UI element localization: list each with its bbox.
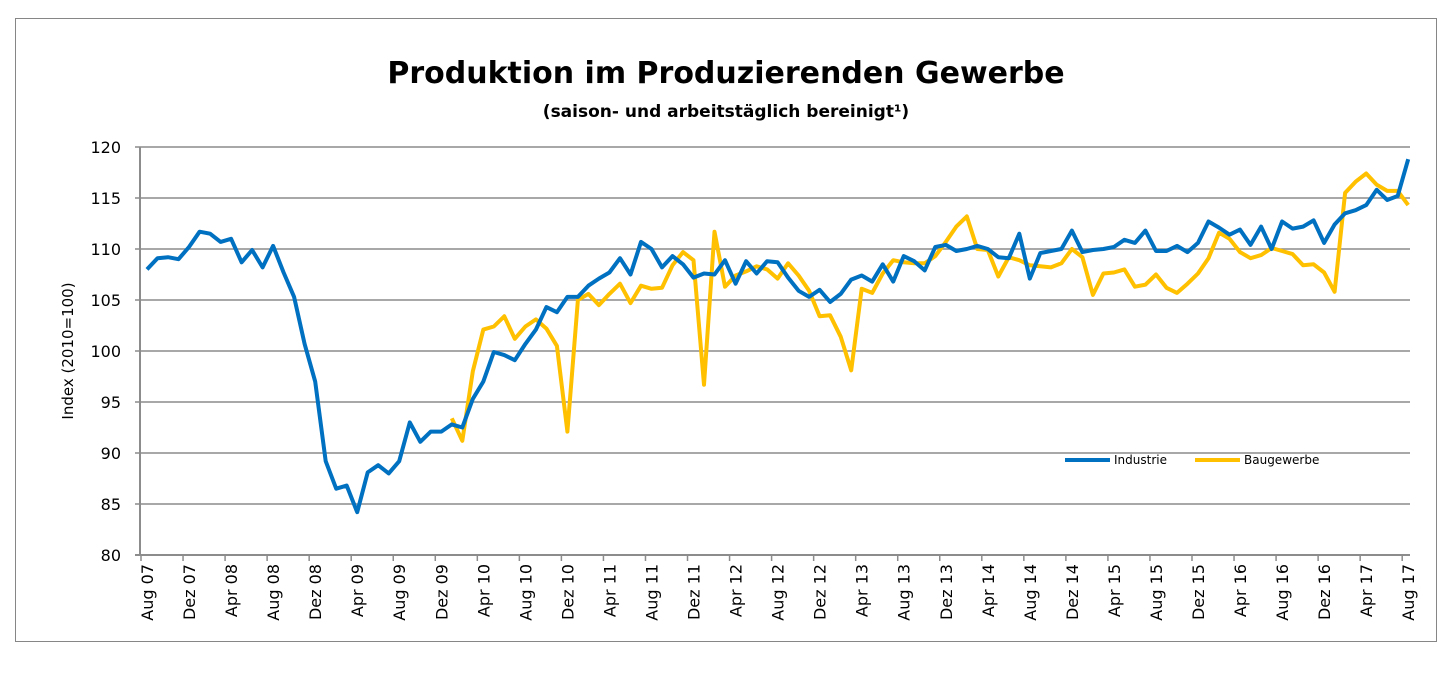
legend-label-industrie: Industrie	[1114, 453, 1167, 467]
x-tick-label: Apr 17	[1357, 564, 1376, 617]
y-axis-title: Index (2010=100)	[59, 282, 77, 419]
x-tick-label: Apr 09	[348, 564, 367, 617]
x-tick-label: Apr 15	[1105, 564, 1124, 617]
x-tick-label: Aug 15	[1147, 564, 1166, 621]
y-tick-label: 115	[90, 189, 121, 208]
x-tick-label: Aug 14	[1021, 564, 1040, 621]
x-tick-label: Apr 13	[853, 564, 872, 617]
series-lines	[145, 158, 1411, 515]
x-tick-label: Dez 09	[432, 564, 451, 620]
y-tick-label: 95	[101, 393, 121, 412]
x-tick-label: Aug 17	[1399, 564, 1418, 621]
series-line-baugewerbe	[449, 171, 1410, 443]
y-tick-label: 105	[90, 291, 121, 310]
chart-subtitle: (saison- und arbeitstäglich bereinigt¹)	[543, 102, 909, 122]
x-tick-label: Dez 11	[685, 564, 704, 620]
chart-title: Produktion im Produzierenden Gewerbe	[387, 56, 1064, 91]
y-tick-label: 80	[101, 546, 121, 565]
x-tick-label: Dez 15	[1189, 564, 1208, 620]
legend-label-baugewerbe: Baugewerbe	[1244, 453, 1319, 467]
y-tick-label: 85	[101, 495, 121, 514]
x-tick-label: Aug 09	[390, 564, 409, 621]
x-tick-label: Dez 10	[558, 564, 577, 620]
x-tick-label: Apr 12	[727, 564, 746, 617]
x-tick-label: Aug 07	[138, 564, 157, 621]
legend: Industrie Baugewerbe	[1065, 453, 1319, 467]
series-line-industrie	[145, 158, 1411, 515]
x-tick-label: Dez 13	[937, 564, 956, 620]
x-tick-label: Dez 07	[180, 564, 199, 620]
x-tick-label: Dez 16	[1315, 564, 1334, 620]
x-tick-label: Apr 10	[474, 564, 493, 617]
x-tick-label: Aug 16	[1273, 564, 1292, 621]
x-tick-label: Apr 08	[222, 564, 241, 617]
chart-frame	[15, 18, 1437, 642]
x-tick-label: Apr 16	[1231, 564, 1250, 617]
gridlines	[135, 146, 1410, 556]
x-tick-label: Aug 13	[895, 564, 914, 621]
x-tick-label: Apr 14	[979, 564, 998, 617]
x-tick-label: Aug 08	[264, 564, 283, 621]
x-tick-label: Apr 11	[600, 564, 619, 617]
x-tick-label: Aug 11	[642, 564, 661, 621]
x-tick-label: Dez 12	[811, 564, 830, 620]
y-tick-label: 100	[90, 342, 121, 361]
x-tick-label: Dez 08	[306, 564, 325, 620]
x-axis-ticks: Aug 07 Dez 07 Apr 08 Aug 08 Dez 08 Apr 09 Aug …	[138, 555, 1418, 621]
y-tick-label: 90	[101, 444, 121, 463]
y-tick-label: 110	[90, 240, 121, 259]
y-axis-ticks: 80 85 90 95 100 105 110 115 120	[90, 138, 121, 565]
x-tick-label: Aug 10	[516, 564, 535, 621]
y-tick-label: 120	[90, 138, 121, 157]
x-tick-label: Aug 12	[769, 564, 788, 621]
x-tick-label: Dez 14	[1063, 564, 1082, 620]
